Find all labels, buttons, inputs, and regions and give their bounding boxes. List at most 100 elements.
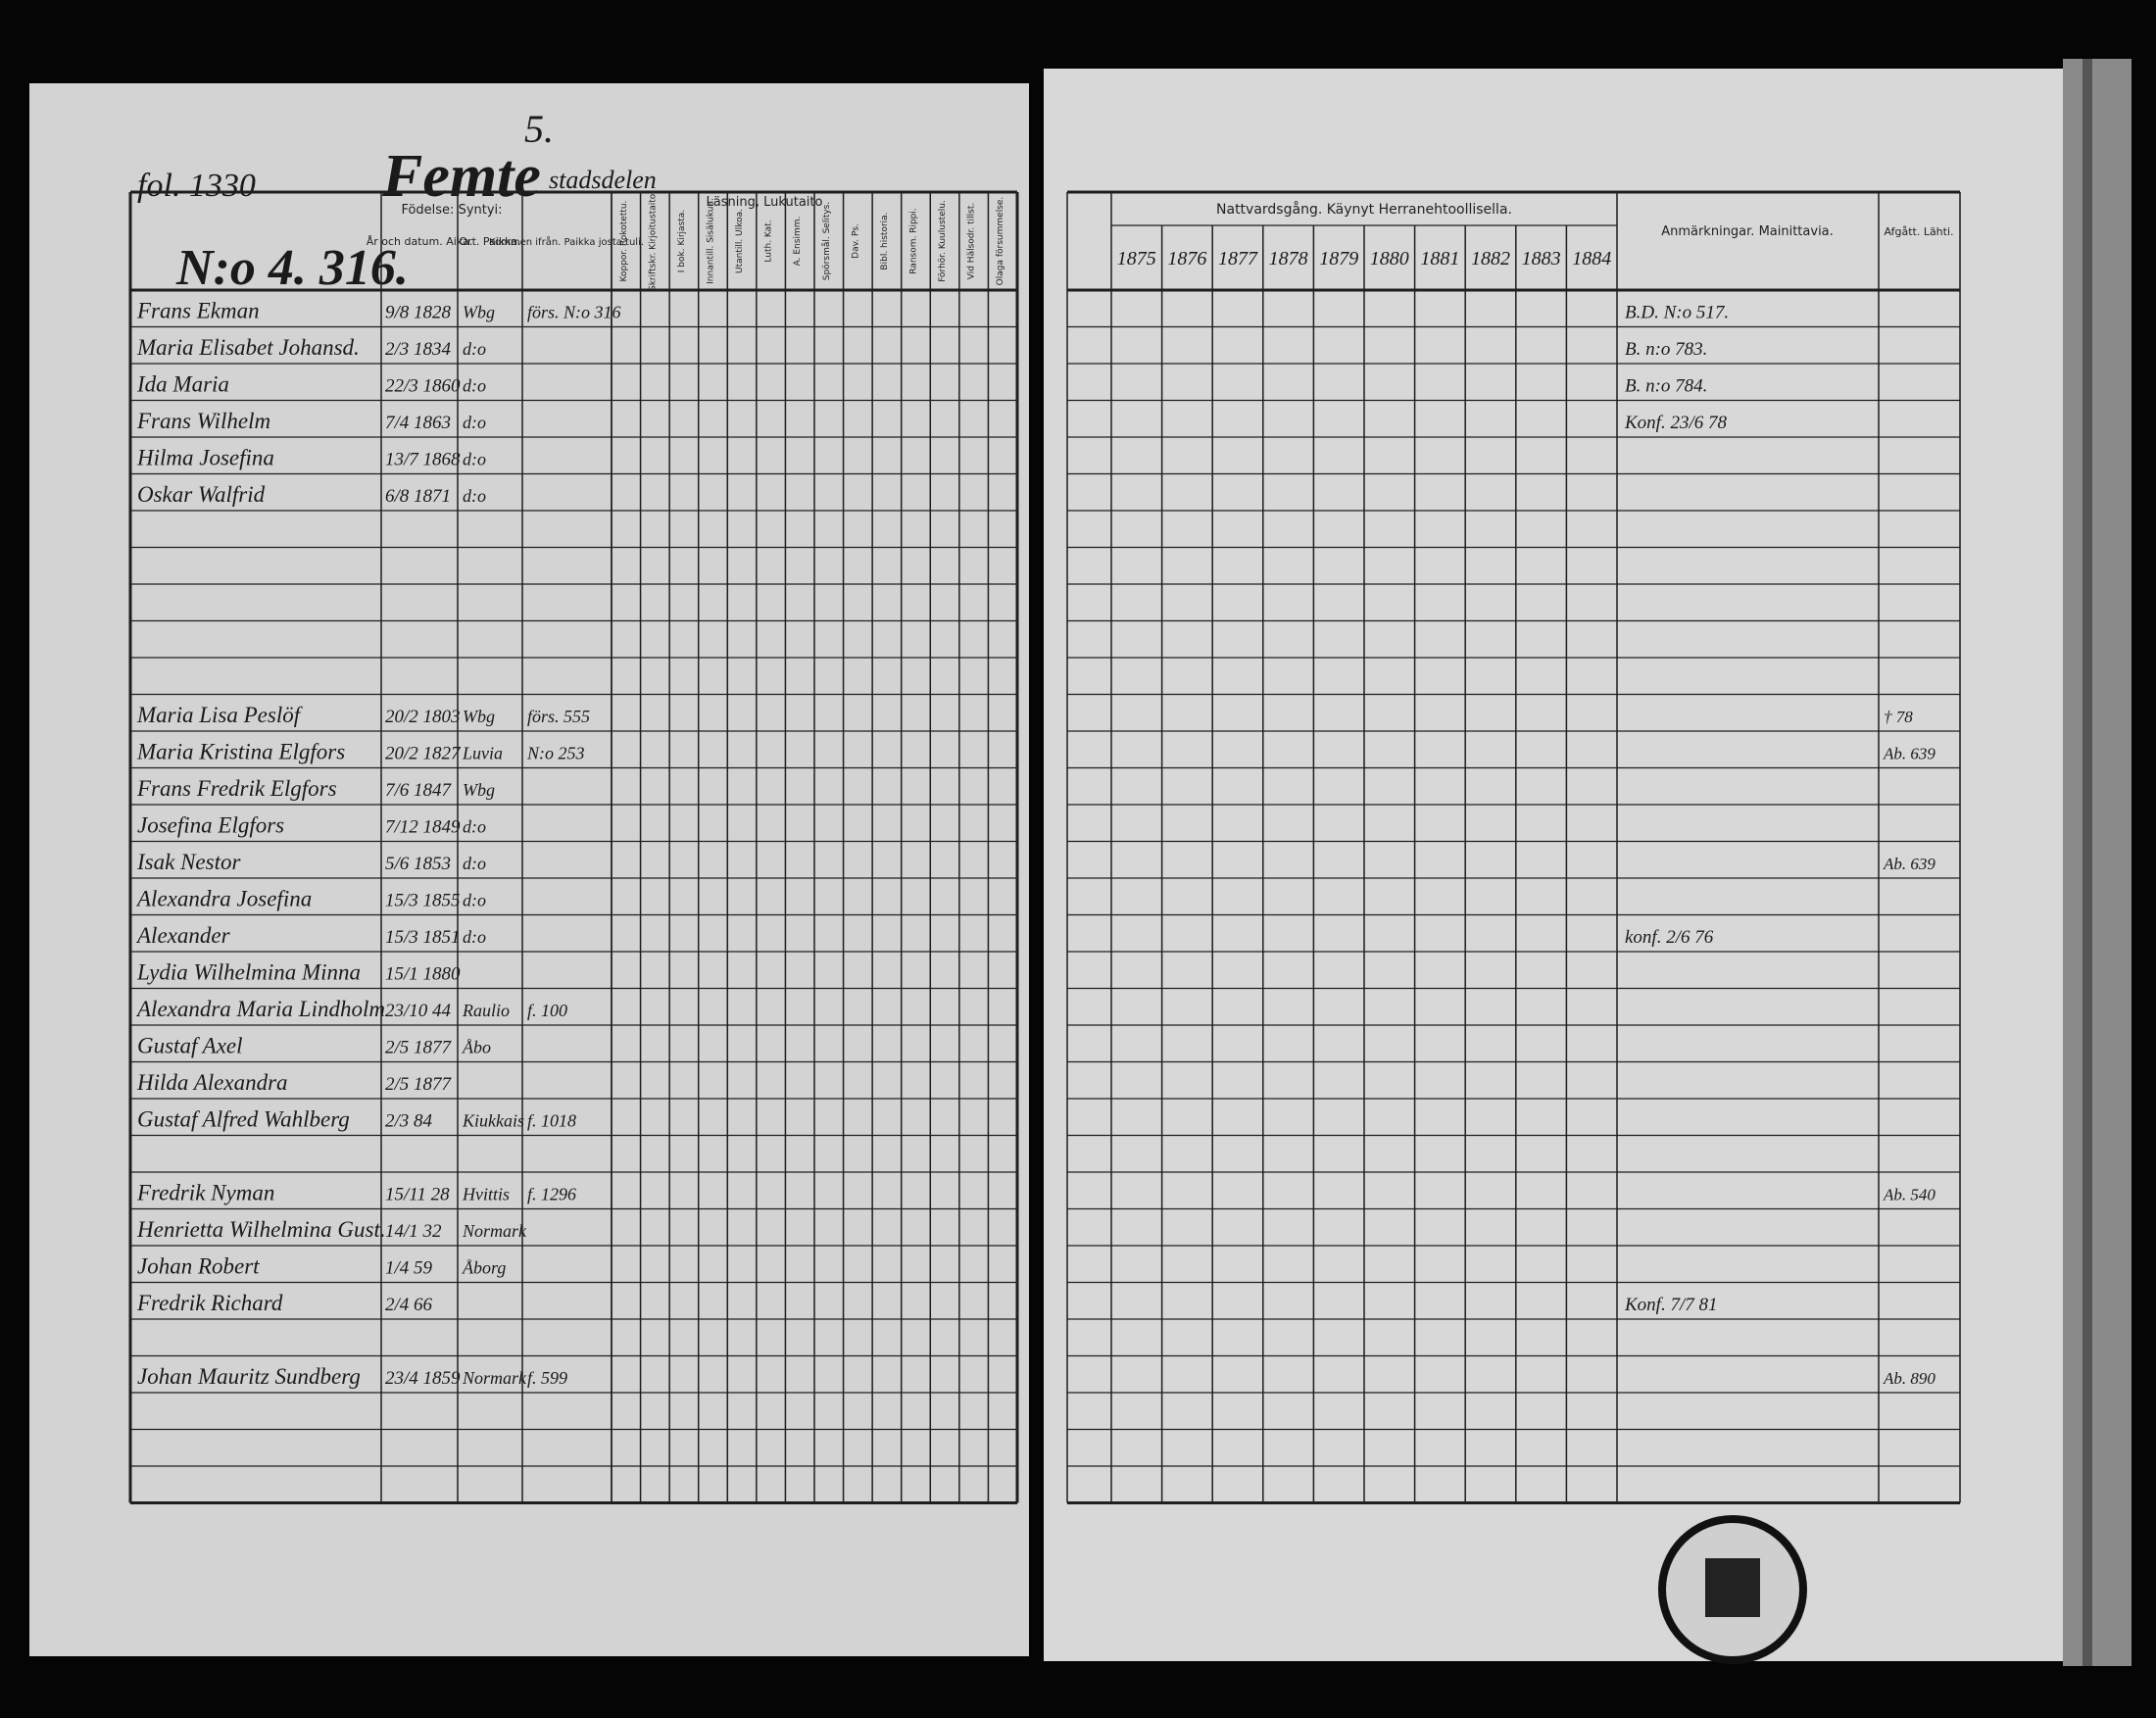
person-name: Frans Wilhelm [136,409,270,433]
birth-place: d:o [463,854,486,873]
birth-date: 2/4 66 [385,1295,433,1315]
birth-place: Normark [462,1221,527,1241]
book-edge-shade [2082,59,2092,1666]
birth-date: 2/3 84 [385,1111,433,1132]
birth-date: 23/4 1859 [385,1368,461,1389]
left-page [29,83,1029,1656]
column-header: I bok. Kirjasta. [677,210,687,272]
column-header: Olaga försummelse. [996,197,1005,286]
person-name: Hilma Josefina [136,446,274,470]
right-page [1044,69,2073,1661]
birth-place: d:o [463,339,486,359]
birth-place: Wbg [463,780,495,800]
person-name: Lydia Wilhelmina Minna [136,960,361,985]
district-number: 5. [524,107,554,151]
person-name: Alexandra Maria Lindholm [135,997,385,1021]
birth-date: 15/1 1880 [385,964,461,985]
person-name: Fredrik Richard [136,1291,283,1315]
birth-place: Wbg [463,303,495,322]
column-header: Ort. Paikka. [459,235,520,248]
column-header: Luth. Kat. [764,220,774,262]
birth-place: d:o [463,486,486,506]
column-header: Spörsmål. Selitys. [821,202,832,280]
year-header: 1881 [1420,248,1459,270]
column-header: A. Ensimm. [793,217,803,267]
birth-date: 14/1 32 [385,1221,442,1242]
remark: Konf. 7/7 81 [1624,1295,1717,1315]
column-header: År och datum. Aika. [367,235,473,248]
column-header: Vid Hälsodr. tillst. [967,203,977,279]
year-header: 1879 [1319,248,1358,270]
birth-date: 5/6 1853 [385,854,451,874]
birth-date: 9/8 1828 [385,303,452,323]
house-number: N:o 4. 316. [175,240,409,296]
origin: f. 599 [527,1368,567,1388]
birth-place: Åborg [462,1258,506,1278]
person-name: Henrietta Wilhelmina Gust. [136,1217,386,1242]
birth-date: 1/4 59 [385,1258,433,1279]
person-name: Frans Fredrik Elgfors [136,776,337,801]
year-header: 1875 [1117,248,1156,270]
stamp-church [1705,1558,1760,1617]
origin: f. 1296 [527,1185,576,1204]
district-title: Femte [381,143,541,210]
column-header: Ransom. Rippi. [909,208,919,274]
column-header: Nattvardsgång. Käynyt Herranehtoollisell… [1216,201,1512,218]
departure: Ab. 639 [1883,855,1936,873]
birth-place: d:o [463,413,486,432]
departure: Ab. 890 [1883,1369,1936,1388]
person-name: Ida Maria [136,372,229,397]
departure: † 78 [1884,708,1913,726]
person-name: Maria Kristina Elgfors [136,740,345,764]
column-header: Födelse: Syntyi: [401,203,502,218]
person-name: Gustaf Axel [137,1034,243,1058]
remark: konf. 2/6 76 [1625,927,1714,948]
book-edge [2063,59,2132,1666]
person-name: Oskar Walfrid [137,482,266,507]
person-name: Johan Mauritz Sundberg [137,1364,361,1389]
remark: B.D. N:o 517. [1625,303,1729,323]
birth-place: Kiukkais [462,1111,524,1131]
district-subtitle: stadsdelen [549,166,657,194]
origin: förs. 555 [527,707,590,726]
birth-place: d:o [463,927,486,947]
person-name: Isak Nestor [136,850,241,874]
remark: B. n:o 783. [1625,339,1707,360]
person-name: Maria Lisa Peslöf [136,703,304,727]
origin: N:o 253 [526,744,585,763]
origin: f. 100 [527,1001,567,1020]
column-header: Innantill. Sisälukua. [707,198,716,284]
birth-place: Luvia [462,744,503,763]
birth-place: Normark [462,1368,527,1388]
birth-place: d:o [463,450,486,469]
person-name: Josefina Elgfors [137,813,284,838]
birth-date: 7/4 1863 [385,413,451,433]
year-header: 1882 [1471,248,1510,270]
birth-date: 7/12 1849 [385,817,461,838]
folio: fol. 1330 [137,168,256,204]
column-header: Förhör. Kuulustelu. [938,200,948,282]
column-header: Skriftskr. Kirjoitustaito. [648,191,658,291]
birth-date: 23/10 44 [385,1001,452,1021]
year-header: 1876 [1167,248,1206,270]
birth-date: 22/3 1860 [385,376,461,397]
birth-date: 15/3 1851 [385,927,461,948]
birth-date: 20/2 1803 [385,707,461,727]
birth-date: 13/7 1868 [385,450,461,470]
remark: B. n:o 784. [1625,376,1707,397]
birth-date: 2/3 1834 [385,339,452,360]
person-name: Johan Robert [137,1254,260,1279]
departure: Ab. 540 [1883,1186,1936,1204]
birth-date: 2/5 1877 [385,1074,453,1095]
person-name: Alexander [135,923,231,948]
birth-date: 2/5 1877 [385,1038,453,1058]
column-header: Läsning, Lukutaito [707,195,823,210]
birth-place: Åbo [462,1038,491,1057]
year-header: 1877 [1218,248,1258,270]
person-name: Maria Elisabet Johansd. [136,335,360,360]
column-header: Dav. Ps. [851,223,860,259]
column-header: Koppor. Rokotettu. [619,201,629,282]
birth-date: 7/6 1847 [385,780,453,801]
birth-date: 15/3 1855 [385,891,461,911]
person-name: Fredrik Nyman [136,1181,274,1205]
